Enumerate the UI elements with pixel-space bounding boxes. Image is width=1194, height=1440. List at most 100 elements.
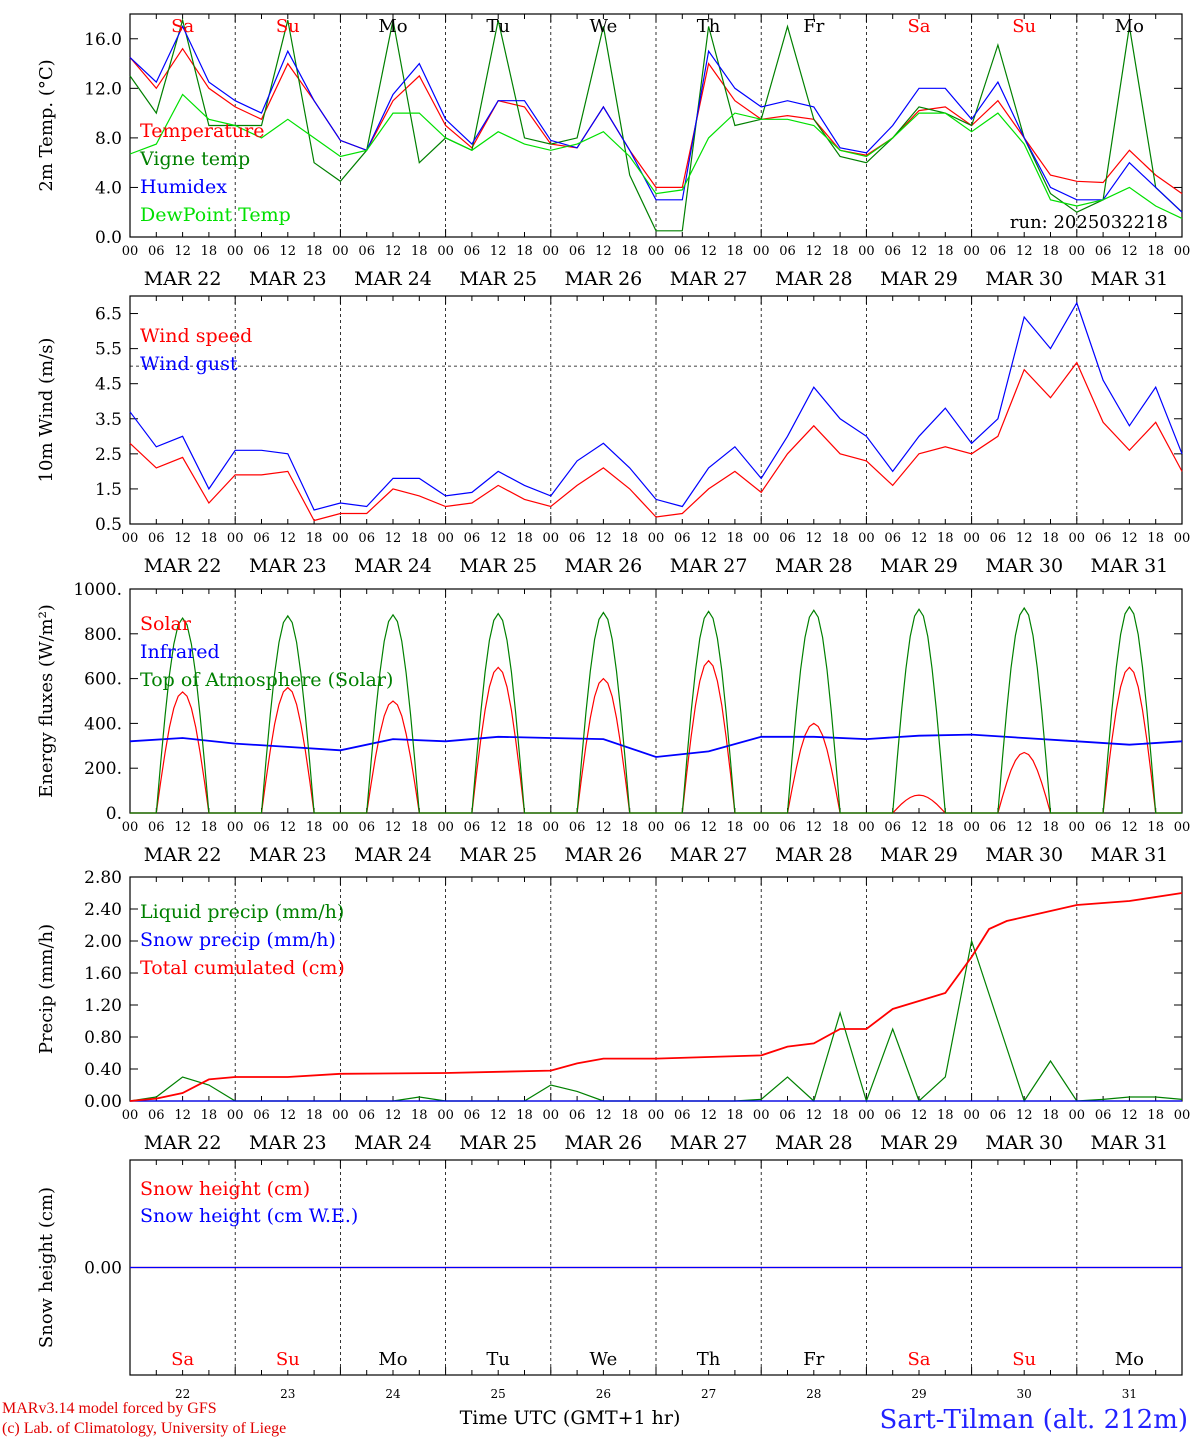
- hour-tick-label: 06: [884, 1108, 901, 1123]
- y-tick-label: 1.5: [95, 480, 122, 500]
- hour-tick-label: 18: [411, 531, 428, 546]
- hour-tick-label: 06: [464, 1108, 481, 1123]
- day-abbr-top: Sa: [907, 16, 930, 37]
- date-label: MAR 26: [565, 844, 643, 866]
- y-tick-label: 1.60: [84, 964, 122, 984]
- hour-tick-label: 18: [727, 244, 744, 259]
- date-label: MAR 25: [459, 844, 537, 866]
- hour-tick-label: 06: [1095, 820, 1112, 835]
- hour-tick-label: 12: [280, 1108, 297, 1123]
- hour-tick-label: 18: [621, 531, 638, 546]
- hour-tick-label: 00: [437, 244, 454, 259]
- hour-tick-label: 12: [1121, 531, 1138, 546]
- day-abbr-bottom: Th: [697, 1349, 721, 1370]
- hour-tick-label: 12: [1016, 244, 1033, 259]
- hour-tick-label: 18: [1147, 531, 1164, 546]
- y-tick-label: 0.00: [84, 1259, 122, 1279]
- hour-tick-label: 00: [122, 820, 139, 835]
- hour-tick-label: 12: [385, 820, 402, 835]
- hour-tick-label: 18: [516, 244, 533, 259]
- hour-tick-label: 06: [358, 1108, 375, 1123]
- hour-tick-label: 06: [253, 820, 270, 835]
- hour-tick-label: 12: [280, 531, 297, 546]
- date-label: MAR 29: [880, 844, 958, 866]
- y-tick-label: 6.5: [95, 305, 122, 325]
- date-label: MAR 28: [775, 555, 853, 577]
- hour-tick-label: 06: [148, 244, 165, 259]
- date-label: MAR 29: [880, 555, 958, 577]
- hour-tick-label: 12: [1016, 1108, 1033, 1123]
- hour-tick-label: 00: [1069, 1108, 1086, 1123]
- date-label: MAR 22: [144, 844, 222, 866]
- date-label: MAR 29: [880, 1132, 958, 1154]
- hour-tick-label: 00: [1174, 1108, 1191, 1123]
- hour-tick-label: 18: [832, 1108, 849, 1123]
- day-abbr-top: Mo: [1115, 16, 1144, 37]
- hour-tick-label: 06: [1095, 1108, 1112, 1123]
- credit-lab: (c) Lab. of Climatology, University of L…: [2, 1420, 287, 1437]
- hour-tick-label: 06: [990, 531, 1007, 546]
- date-label: MAR 23: [249, 844, 327, 866]
- hour-tick-label: 06: [779, 531, 796, 546]
- hour-tick-label: 12: [806, 244, 823, 259]
- hour-tick-label: 00: [332, 820, 349, 835]
- hour-tick-label: 00: [1069, 820, 1086, 835]
- hour-tick-label: 18: [937, 244, 954, 259]
- hour-tick-label: 00: [437, 820, 454, 835]
- hour-tick-label: 00: [227, 244, 244, 259]
- hour-tick-label: 12: [385, 531, 402, 546]
- date-label: MAR 22: [144, 1132, 222, 1154]
- date-label: MAR 31: [1091, 555, 1169, 577]
- date-label: MAR 24: [354, 844, 432, 866]
- legend-entry: Snow precip (mm/h): [140, 929, 336, 951]
- hour-tick-label: 12: [174, 1108, 191, 1123]
- y-tick-label: 2.5: [95, 445, 122, 465]
- hour-tick-label: 00: [543, 820, 560, 835]
- hour-tick-label: 06: [674, 1108, 691, 1123]
- hour-tick-label: 18: [516, 820, 533, 835]
- hour-tick-label: 00: [122, 1108, 139, 1123]
- hour-tick-label: 06: [990, 820, 1007, 835]
- credit-model: MARv3.14 model forced by GFS: [2, 1400, 217, 1417]
- day-abbr-top: Mo: [378, 16, 407, 37]
- hour-tick-label: 12: [490, 244, 507, 259]
- hour-tick-label: 18: [201, 820, 218, 835]
- hour-tick-label: 18: [727, 531, 744, 546]
- day-abbr-bottom: We: [590, 1349, 618, 1370]
- legend-entry: Top of Atmosphere (Solar): [140, 669, 393, 691]
- hour-tick-label: 12: [1121, 1108, 1138, 1123]
- y-axis-label: Precip (mm/h): [36, 924, 57, 1054]
- series-line-humidex: [129, 24, 1183, 213]
- location-title: Sart-Tilman (alt. 212m): [879, 1405, 1188, 1435]
- series-line-infrared: [129, 733, 1183, 758]
- hour-tick-label: 06: [779, 244, 796, 259]
- y-tick-label: 800.: [84, 625, 122, 645]
- date-label: MAR 23: [249, 555, 327, 577]
- hour-tick-label: 06: [358, 244, 375, 259]
- day-number: 23: [280, 1387, 295, 1401]
- day-abbr-bottom: Tu: [486, 1349, 510, 1370]
- panel-2: [129, 295, 1183, 525]
- date-label: MAR 31: [1091, 1132, 1169, 1154]
- hour-tick-label: 00: [543, 531, 560, 546]
- hour-tick-label: 12: [280, 820, 297, 835]
- date-label: MAR 27: [670, 844, 748, 866]
- legend-entry: Wind gust: [140, 353, 238, 375]
- hour-tick-label: 06: [464, 531, 481, 546]
- hour-tick-label: 18: [832, 820, 849, 835]
- hour-tick-label: 06: [779, 1108, 796, 1123]
- date-label: MAR 27: [670, 555, 748, 577]
- hour-tick-label: 12: [595, 244, 612, 259]
- hour-tick-label: 18: [1042, 244, 1059, 259]
- day-abbr-top: Sa: [171, 16, 194, 37]
- hour-tick-label: 12: [595, 820, 612, 835]
- date-label: MAR 23: [249, 1132, 327, 1154]
- hour-tick-label: 18: [201, 244, 218, 259]
- y-axis-label: Snow height (cm): [36, 1187, 57, 1348]
- legend-entry: Snow height (cm W.E.): [140, 1205, 358, 1227]
- panel-5: [129, 1159, 1183, 1376]
- date-label: MAR 26: [565, 268, 643, 290]
- hour-tick-label: 18: [306, 1108, 323, 1123]
- y-tick-label: 2.40: [84, 900, 122, 920]
- series-line-top-of-atmosphere-solar-: [130, 605, 1182, 814]
